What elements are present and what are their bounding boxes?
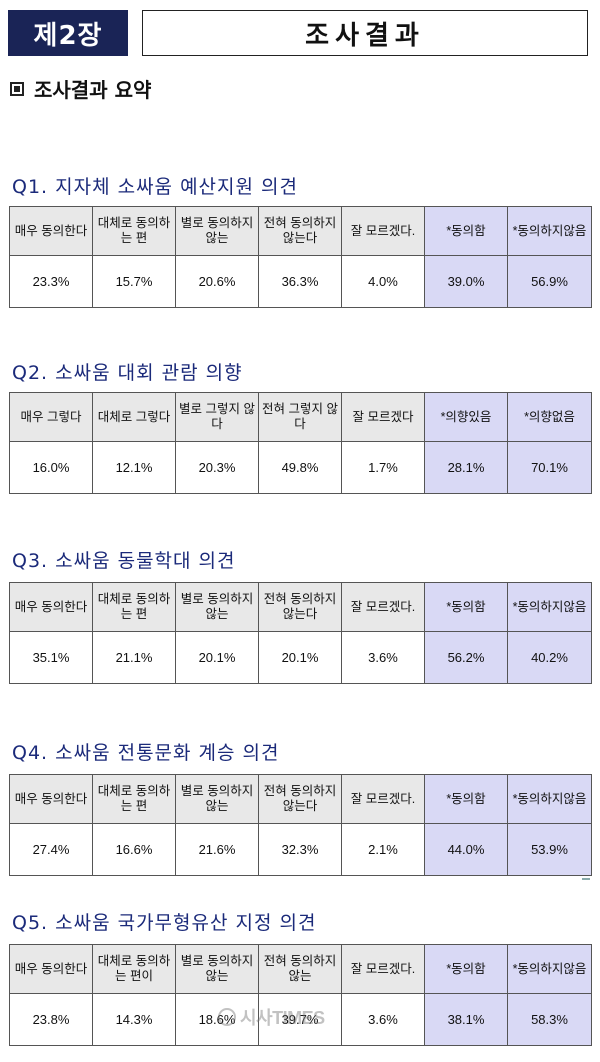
chapter-badge: 제2장 <box>8 10 128 56</box>
header-cell: 별로 그렇지 않다 <box>175 392 259 442</box>
header-cell: 잘 모르겠다 <box>341 392 425 442</box>
table-value-row: 35.1% 21.1% 20.1% 20.1% 3.6% 56.2% 40.2% <box>9 631 592 684</box>
value-cell: 12.1% <box>92 441 176 494</box>
table-header-row: 매우 동의한다 대체로 동의하는 편 별로 동의하지 않는 전혀 동의하지 않는… <box>9 774 592 824</box>
header-cell-summary: *의향없음 <box>507 392 592 442</box>
table-value-row: 23.8% 14.3% 18.6% 39.7% 3.6% 38.1% 58.3% <box>9 993 592 1046</box>
header-cell: 매우 동의한다 <box>9 206 93 256</box>
value-cell: 2.1% <box>341 823 425 876</box>
question-title: Q4. 소싸움 전통문화 계승 의견 <box>12 742 280 764</box>
corner-mark <box>582 878 590 880</box>
value-cell: 23.3% <box>9 255 93 308</box>
watermark: 시사TIMES <box>218 1004 325 1030</box>
result-table: 매우 그렇다 대체로 그렇다 별로 그렇지 않다 전혀 그렇지 않다 잘 모르겠… <box>9 392 592 494</box>
header-cell-summary: *동의하지않음 <box>507 774 592 824</box>
table-value-row: 27.4% 16.6% 21.6% 32.3% 2.1% 44.0% 53.9% <box>9 823 592 876</box>
header-cell: 대체로 동의하는 편 <box>92 582 176 632</box>
value-cell-summary: 58.3% <box>507 993 592 1046</box>
value-cell: 20.3% <box>175 441 259 494</box>
table-header-row: 매우 동의한다 대체로 동의하는 편이 별로 동의하지 않는 전혀 동의하지 않… <box>9 944 592 994</box>
header-cell-summary: *동의하지않음 <box>507 582 592 632</box>
header-cell: 별로 동의하지 않는 <box>175 774 259 824</box>
header-cell-summary: *동의함 <box>424 206 508 256</box>
header-cell: 별로 동의하지 않는 <box>175 582 259 632</box>
value-cell: 16.0% <box>9 441 93 494</box>
value-cell: 49.8% <box>258 441 342 494</box>
header-cell: 대체로 동의하는 편 <box>92 206 176 256</box>
header-cell: 전혀 동의하지 않는 <box>258 944 342 994</box>
value-cell: 1.7% <box>341 441 425 494</box>
question-title: Q2. 소싸움 대회 관람 의향 <box>12 362 243 384</box>
question-title: Q1. 지자체 소싸움 예산지원 의견 <box>12 176 299 198</box>
value-cell-summary: 53.9% <box>507 823 592 876</box>
header-cell: 대체로 그렇다 <box>92 392 176 442</box>
value-cell-summary: 39.0% <box>424 255 508 308</box>
header-cell: 별로 동의하지 않는 <box>175 206 259 256</box>
result-table: 매우 동의한다 대체로 동의하는 편 별로 동의하지 않는 전혀 동의하지 않는… <box>9 206 592 308</box>
header-cell: 매우 동의한다 <box>9 582 93 632</box>
value-cell: 27.4% <box>9 823 93 876</box>
value-cell-summary: 40.2% <box>507 631 592 684</box>
question-title: Q5. 소싸움 국가무형유산 지정 의견 <box>12 912 317 934</box>
value-cell: 15.7% <box>92 255 176 308</box>
header-cell-summary: *동의함 <box>424 582 508 632</box>
table-header-row: 매우 그렇다 대체로 그렇다 별로 그렇지 않다 전혀 그렇지 않다 잘 모르겠… <box>9 392 592 442</box>
header-cell: 매우 그렇다 <box>9 392 93 442</box>
value-cell: 14.3% <box>92 993 176 1046</box>
value-cell: 3.6% <box>341 993 425 1046</box>
header-cell: 전혀 동의하지 않는다 <box>258 206 342 256</box>
value-cell: 35.1% <box>9 631 93 684</box>
table-value-row: 23.3% 15.7% 20.6% 36.3% 4.0% 39.0% 56.9% <box>9 255 592 308</box>
summary-heading-label: 조사결과 요약 <box>34 78 152 102</box>
watermark-text: 시사TIMES <box>240 1008 325 1028</box>
header-cell: 전혀 그렇지 않다 <box>258 392 342 442</box>
header-cell: 대체로 동의하는 편 <box>92 774 176 824</box>
header-cell: 잘 모르겠다. <box>341 206 425 256</box>
value-cell: 20.1% <box>175 631 259 684</box>
chapter-title: 조사결과 <box>142 10 588 56</box>
value-cell: 39.7% <box>258 993 342 1046</box>
value-cell-summary: 28.1% <box>424 441 508 494</box>
header-cell-summary: *의향있음 <box>424 392 508 442</box>
header-cell: 전혀 동의하지 않는다 <box>258 582 342 632</box>
header-cell-summary: *동의하지않음 <box>507 206 592 256</box>
value-cell-summary: 70.1% <box>507 441 592 494</box>
result-table: 매우 동의한다 대체로 동의하는 편 별로 동의하지 않는 전혀 동의하지 않는… <box>9 582 592 684</box>
value-cell: 36.3% <box>258 255 342 308</box>
value-cell: 16.6% <box>92 823 176 876</box>
header-cell: 매우 동의한다 <box>9 944 93 994</box>
value-cell: 4.0% <box>341 255 425 308</box>
value-cell: 23.8% <box>9 993 93 1046</box>
question-title: Q3. 소싸움 동물학대 의견 <box>12 550 236 572</box>
value-cell: 18.6% <box>175 993 259 1046</box>
result-table: 매우 동의한다 대체로 동의하는 편 별로 동의하지 않는 전혀 동의하지 않는… <box>9 774 592 876</box>
header-cell-summary: *동의함 <box>424 774 508 824</box>
value-cell-summary: 38.1% <box>424 993 508 1046</box>
header-cell: 잘 모르겠다. <box>341 774 425 824</box>
header-cell: 대체로 동의하는 편이 <box>92 944 176 994</box>
header-cell: 잘 모르겠다. <box>341 944 425 994</box>
value-cell: 21.6% <box>175 823 259 876</box>
value-cell: 32.3% <box>258 823 342 876</box>
header-cell: 매우 동의한다 <box>9 774 93 824</box>
table-header-row: 매우 동의한다 대체로 동의하는 편 별로 동의하지 않는 전혀 동의하지 않는… <box>9 582 592 632</box>
summary-heading: 조사결과 요약 <box>10 74 151 103</box>
watermark-logo-icon <box>218 1008 236 1026</box>
square-bullet-icon <box>10 81 24 96</box>
table-header-row: 매우 동의한다 대체로 동의하는 편 별로 동의하지 않는 전혀 동의하지 않는… <box>9 206 592 256</box>
result-table: 매우 동의한다 대체로 동의하는 편이 별로 동의하지 않는 전혀 동의하지 않… <box>9 944 592 1046</box>
value-cell: 20.1% <box>258 631 342 684</box>
value-cell-summary: 44.0% <box>424 823 508 876</box>
value-cell: 21.1% <box>92 631 176 684</box>
header-cell: 잘 모르겠다. <box>341 582 425 632</box>
value-cell: 20.6% <box>175 255 259 308</box>
header-cell: 전혀 동의하지 않는다 <box>258 774 342 824</box>
table-value-row: 16.0% 12.1% 20.3% 49.8% 1.7% 28.1% 70.1% <box>9 441 592 494</box>
value-cell-summary: 56.2% <box>424 631 508 684</box>
header-cell-summary: *동의함 <box>424 944 508 994</box>
header-cell-summary: *동의하지않음 <box>507 944 592 994</box>
value-cell-summary: 56.9% <box>507 255 592 308</box>
value-cell: 3.6% <box>341 631 425 684</box>
header-cell: 별로 동의하지 않는 <box>175 944 259 994</box>
